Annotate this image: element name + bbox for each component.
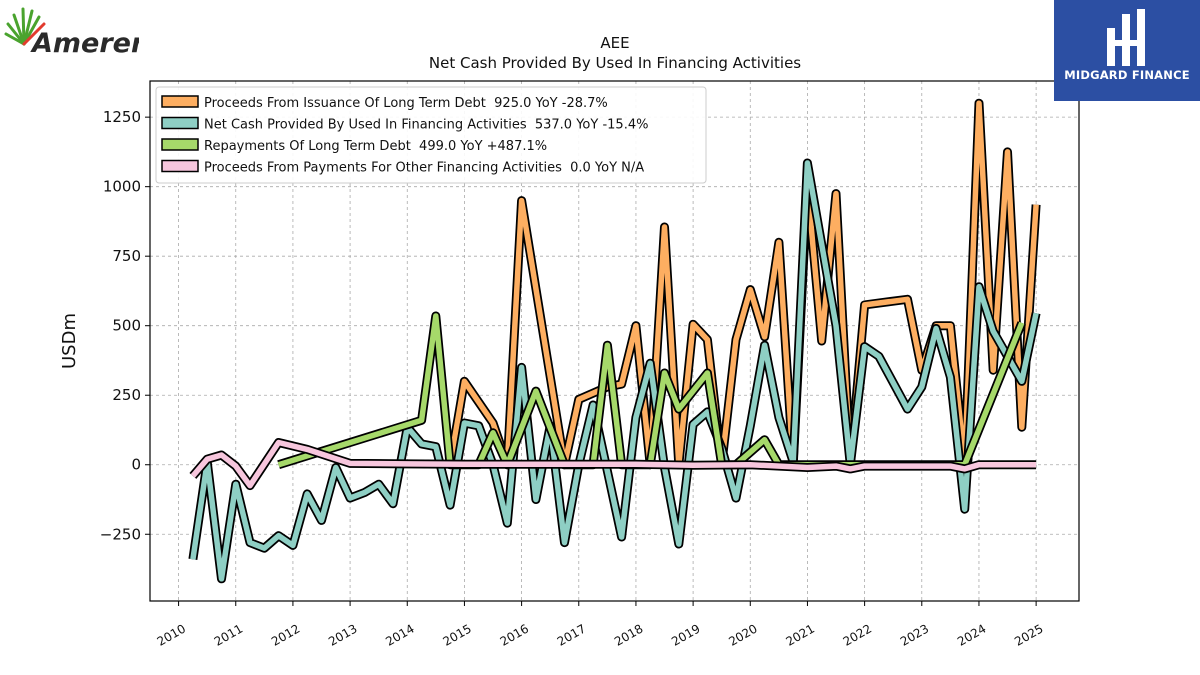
chart-title: AEE <box>600 34 629 52</box>
x-tick-label: 2019 <box>669 621 702 648</box>
legend-entry-4: Proceeds From Payments For Other Financi… <box>161 159 644 176</box>
ameren-logo: Ameren <box>4 4 150 59</box>
x-tick-label: 2010 <box>155 621 188 648</box>
x-tick-label: 2017 <box>555 621 588 648</box>
midgard-logo-text: MIDGARD FINANCE <box>1064 68 1190 82</box>
legend-entry-2: Net Cash Provided By Used In Financing A… <box>161 116 648 133</box>
y-tick-label: −250 <box>100 525 141 543</box>
y-tick-label: 250 <box>112 386 141 404</box>
x-tick-label: 2024 <box>955 621 988 648</box>
legend-label: Repayments Of Long Term Debt 499.0 YoY +… <box>204 139 547 154</box>
y-axis-label: USDm <box>59 313 80 369</box>
axes: −250 0 250 500 750 1000 1250 2010 2011 2012 2013 20… <box>100 108 1046 649</box>
series-lines <box>188 98 1041 584</box>
y-tick-label: 1000 <box>103 178 141 196</box>
legend-swatch <box>161 138 199 151</box>
x-tick-label: 2021 <box>783 621 816 648</box>
x-tick-label: 2018 <box>612 621 645 648</box>
x-tick-label: 2025 <box>1012 621 1045 648</box>
y-tick-label: 1250 <box>103 108 141 126</box>
y-tick-label: 0 <box>131 456 141 474</box>
x-tick-label: 2012 <box>269 621 302 648</box>
legend-swatch <box>161 116 199 130</box>
x-tick-label: 2011 <box>212 621 245 648</box>
plot-frame <box>149 80 1080 602</box>
x-tick-label: 2020 <box>726 621 759 648</box>
midgard-emblem-icon <box>1107 9 1145 66</box>
x-tick-label: 2016 <box>498 621 531 648</box>
series-line-2 <box>188 158 1041 584</box>
ameren-logo-text: Ameren <box>30 28 139 56</box>
x-tick-label: 2013 <box>326 621 359 648</box>
legend-entry-1: Proceeds From Issuance Of Long Term Debt… <box>161 95 608 111</box>
y-tick-label: 500 <box>112 317 141 335</box>
legend: Proceeds From Issuance Of Long Term Debt… <box>155 86 707 184</box>
legend-label: Proceeds From Payments For Other Financi… <box>204 161 644 176</box>
midgard-finance-logo: MIDGARD FINANCE <box>1054 0 1200 101</box>
legend-swatch <box>161 159 199 173</box>
series-stroke <box>190 439 1037 489</box>
series-stroke <box>447 100 1039 468</box>
legend-label: Net Cash Provided By Used In Financing A… <box>204 118 648 133</box>
legend-swatch <box>161 95 199 108</box>
ameren-sunburst-icon <box>4 7 46 46</box>
x-tick-label: 2014 <box>383 621 416 648</box>
y-tick-label: 750 <box>112 247 141 265</box>
legend-box <box>155 86 707 184</box>
legend-entry-3: Repayments Of Long Term Debt 499.0 YoY +… <box>161 138 547 154</box>
series-stroke <box>190 160 1039 582</box>
series-line-1 <box>445 98 1041 470</box>
series-line-4 <box>189 438 1037 491</box>
x-tick-label: 2022 <box>841 621 874 648</box>
chart-subtitle: Net Cash Provided By Used In Financing A… <box>429 54 801 72</box>
x-tick-label: 2015 <box>440 621 473 648</box>
x-tick-label: 2023 <box>898 621 931 648</box>
legend-label: Proceeds From Issuance Of Long Term Debt… <box>204 96 608 111</box>
